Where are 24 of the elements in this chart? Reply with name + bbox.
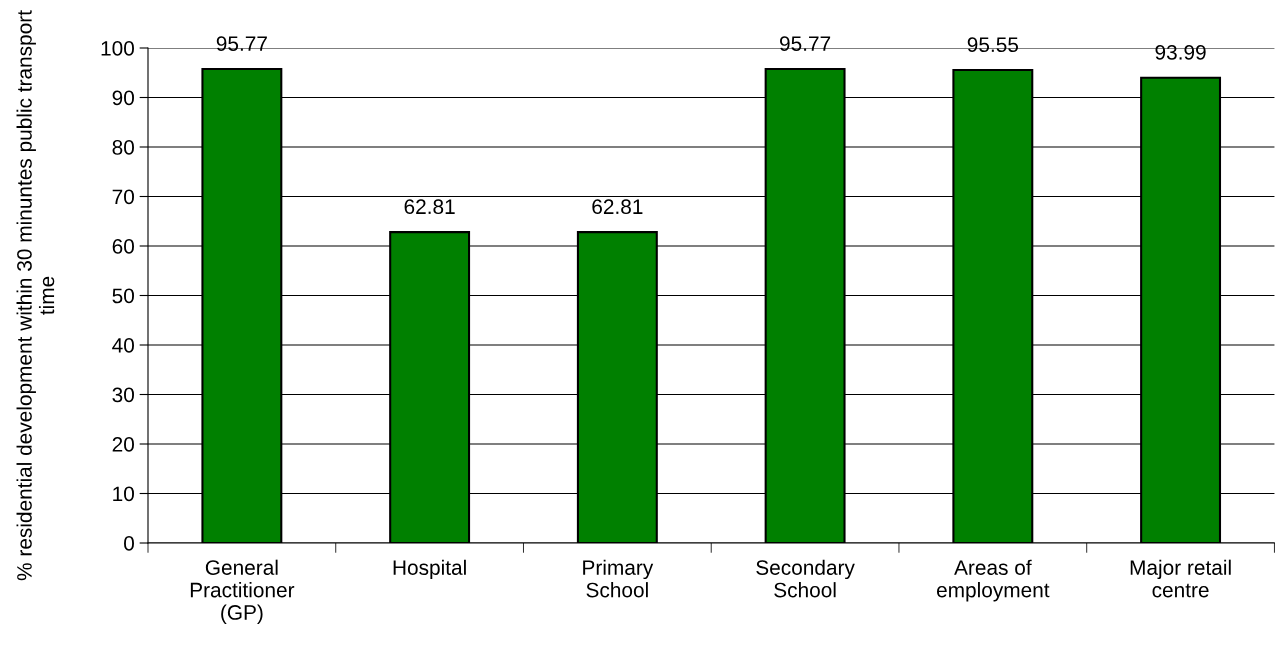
x-tick-label: General Practitioner (GP) (190, 559, 295, 624)
x-tick-label: Primary School (583, 559, 654, 598)
y-tick-label: 90 (112, 90, 134, 106)
data-label: 95.77 (216, 36, 267, 51)
data-label: 95.55 (967, 37, 1019, 53)
y-tick-label: 10 (113, 486, 134, 502)
x-tick-label: Hospital (393, 559, 466, 580)
y-tick-label: 0 (124, 536, 134, 551)
y-tick-label: 20 (112, 437, 134, 452)
data-label: 62.81 (404, 199, 455, 215)
y-tick-label: 80 (112, 140, 134, 155)
x-tick-label: Secondary School (756, 559, 855, 598)
x-tick-label: Major retail centre (1130, 559, 1231, 598)
data-label: 62.81 (592, 199, 643, 215)
y-tick-label: 60 (112, 239, 134, 254)
data-label: 95.77 (780, 36, 831, 51)
y-tick-label: 30 (112, 387, 134, 403)
y-tick-label: 100 (101, 41, 134, 56)
y-tick-label: 70 (112, 189, 134, 205)
y-tick-label: 40 (112, 338, 134, 353)
y-tick-label: 50 (112, 288, 134, 304)
data-label: 93.99 (1155, 44, 1206, 60)
x-tick-label: Areas of employment (936, 559, 1050, 602)
y-axis-title: % residential development within 30 minuntes public transport time (16, 10, 55, 581)
